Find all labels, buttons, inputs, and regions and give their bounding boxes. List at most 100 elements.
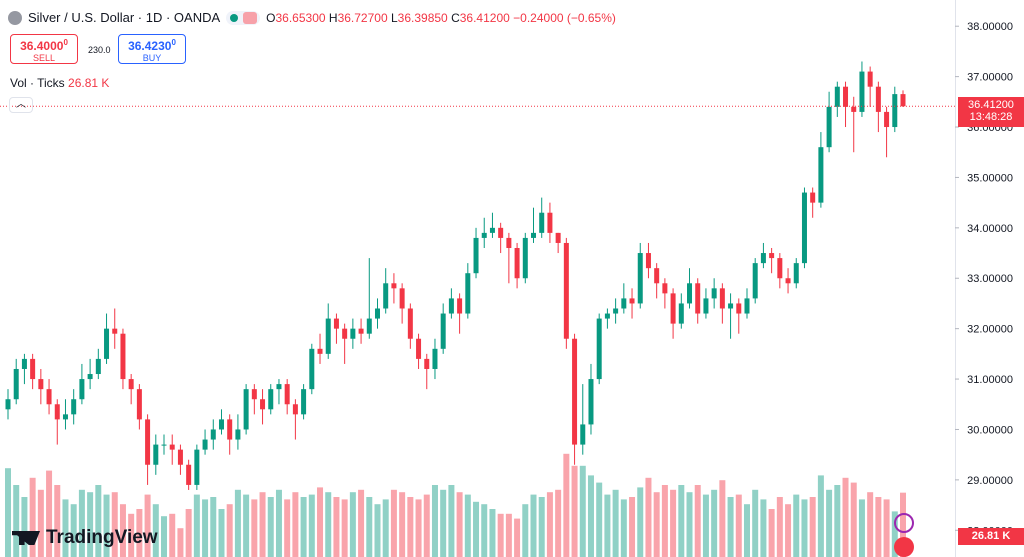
y-tick-label: 29.00000 [967,475,1013,487]
candle-body [30,358,36,380]
candle-body [810,192,816,203]
volume-bar [341,499,348,557]
symbol[interactable]: Silver / U.S. Dollar · 1D · OANDA [28,10,221,25]
volume-bar [809,497,816,557]
candle-body [407,308,413,339]
volume-bar [579,465,586,557]
volume-bar [768,509,775,557]
y-tick-label: 34.00000 [967,223,1013,235]
candle-body [555,232,561,243]
sell-button[interactable]: 36.40000 SELL [10,34,78,64]
volume-bar [661,485,668,557]
volume-bar [514,518,521,557]
candle-body [54,404,60,420]
candle-body [769,253,775,259]
candle-body [539,212,545,233]
candle-body [169,444,175,450]
volume-bar [169,513,176,557]
volume-bar [37,489,44,557]
volume-value: 26.81 K [68,76,110,90]
volume-bar [13,485,20,557]
candle-body [489,227,495,233]
candle-body [112,328,118,334]
logo[interactable]: TradingView [12,527,158,549]
key: C [451,10,460,25]
candle-body [728,303,734,309]
candle-body [358,328,364,334]
volume-bar [891,511,898,557]
volume-bar [670,489,677,557]
buy-price: 36.4230 [128,39,172,53]
volume-bar [538,497,545,557]
candle-body [711,288,717,299]
candle-body [21,358,27,369]
candle-body [596,318,602,380]
volume-bar [193,494,200,557]
candle-body [867,71,873,87]
candle-body [243,389,249,430]
change: −0.24000 (−0.65%) [513,10,616,25]
volume-bar [251,499,258,557]
logo-text: TradingView [46,527,158,548]
volume-bar [587,475,594,557]
candle-body [522,237,528,279]
volume-bar [645,477,652,557]
volume-bar [752,489,759,557]
candle-body [703,298,709,314]
candle-body [580,424,586,445]
candle-body [87,374,93,380]
collapse-button[interactable]: ︿ [9,97,33,113]
candle-body [645,253,651,269]
volume-bar [62,499,69,557]
key: L [390,10,398,25]
volume-bar [522,504,529,557]
volume-bar [473,501,480,557]
status-pill[interactable] [226,10,261,25]
volume-bar [210,497,217,557]
candle-body [843,86,849,107]
buy-button[interactable]: 36.42300 BUY [118,34,186,64]
candle-body [186,464,192,485]
candle-body [884,111,890,128]
volume-bar [243,494,250,557]
volume-bar [103,494,110,557]
candle-body [572,338,578,445]
candle-body [301,389,307,415]
candle-body [563,242,569,339]
sell-sup: 0 [63,38,68,47]
candle-body [383,283,389,309]
last-price: 36.41200 [968,99,1014,111]
candle-body [38,379,44,390]
candle-body [851,106,857,112]
symbol-icon [8,10,22,25]
volume-bar [440,489,447,557]
volume-bar [448,485,455,557]
candle-body [342,328,348,339]
candle-body [457,298,463,314]
candle-body [760,253,766,264]
y-tick-label: 32.00000 [967,324,1013,336]
volume-bar [867,492,874,557]
volume-bar [128,513,135,557]
sell-price: 36.4000 [20,39,64,53]
volume-bar [87,492,94,557]
volume-bar [161,516,168,557]
candle-body [588,379,594,425]
volume-bar [284,499,291,557]
candle-body [309,348,315,390]
candle-body [284,384,290,405]
candle-body [892,94,898,128]
volume-bar [743,504,750,557]
flag-icon[interactable] [894,537,914,557]
ohlc: O36.65300 H36.72700 L36.39850 C36.41200 … [266,11,616,25]
volume-bar [801,499,808,557]
candle-body [268,389,274,410]
candle-body [227,419,233,440]
volume-bar [119,504,126,557]
y-tick-label: 38.00000 [967,21,1013,33]
flash-icon[interactable] [894,513,914,533]
volume-bar [456,492,463,557]
candle-body [818,147,824,203]
